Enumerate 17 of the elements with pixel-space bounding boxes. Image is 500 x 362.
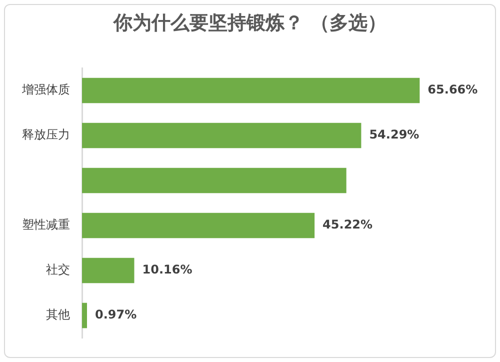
bar [82,122,362,148]
bar [82,302,87,328]
data-label: 54.29% [369,128,420,142]
data-label: 10.16% [142,262,192,277]
y-tick-label: 其他 [46,308,70,322]
bar [82,78,420,104]
data-label: 0.97% [94,308,137,322]
bar [82,212,315,238]
y-tick-label: 增强体质 [21,82,70,97]
bar [82,258,134,284]
y-tick-label: 释放压力 [22,128,70,142]
chart-title: 你为什么要坚持锻炼？ （多选） [112,11,388,36]
bar [82,168,346,194]
data-label: 65.66% [428,82,478,97]
y-tick-label: 社交 [46,262,70,277]
data-label: 45.22% [322,218,373,232]
y-tick-label: 塑性减重 [22,218,70,232]
